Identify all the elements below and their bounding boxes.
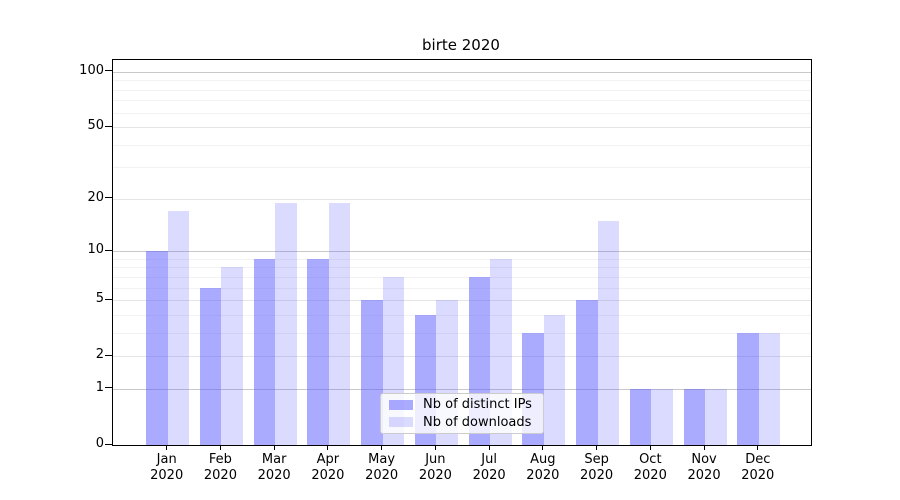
gridline-minor: [113, 314, 811, 316]
bar-distinct-ips-sep: [576, 300, 598, 445]
y-axis-tick: [105, 387, 112, 389]
plot-area: [112, 59, 812, 446]
legend-label: Nb of downloads: [423, 414, 532, 430]
bar-downloads-feb: [221, 267, 243, 445]
bar-distinct-ips-may: [361, 300, 383, 445]
y-axis-tick: [105, 197, 112, 199]
bar-downloads-nov: [705, 388, 727, 445]
y-axis-tick: [105, 354, 112, 356]
legend-swatch-distinct-ips: [389, 399, 413, 410]
gridline-minor: [113, 167, 811, 169]
gridline-minor: [113, 144, 811, 146]
bar-downloads-oct: [651, 388, 673, 445]
x-axis-tick-label-nov: Nov 2020: [687, 452, 721, 483]
bar-distinct-ips-dec: [737, 332, 759, 445]
x-axis-tick-label-oct: Oct 2020: [633, 452, 667, 483]
bar-downloads-mar: [275, 202, 297, 445]
bar-downloads-sep: [597, 220, 620, 445]
gridline: [113, 300, 811, 302]
y-axis-tick: [105, 443, 112, 445]
y-axis-tick: [105, 70, 112, 72]
gridline-major: [113, 388, 811, 390]
gridline-major: [113, 71, 811, 73]
y-axis-tick-label: 50: [87, 118, 104, 134]
bar-downloads-jan: [167, 211, 190, 445]
x-axis-tick: [273, 445, 275, 450]
x-axis-tick-label-aug: Aug 2020: [526, 452, 560, 483]
chart-title: birte 2020: [422, 36, 500, 54]
bar-distinct-ips-nov: [683, 388, 706, 445]
gridline: [113, 198, 811, 200]
x-axis-tick: [649, 445, 651, 450]
y-axis-tick: [105, 125, 112, 127]
x-axis-tick: [757, 445, 759, 450]
x-axis-tick-label-jan: Jan 2020: [150, 452, 184, 483]
gridline: [113, 127, 811, 129]
x-axis-tick-label-jul: Jul 2020: [472, 452, 506, 483]
x-axis-tick: [166, 445, 168, 450]
x-axis-tick-label-may: May 2020: [365, 452, 399, 483]
bar-distinct-ips-apr: [307, 258, 329, 445]
gridline-minor: [113, 267, 811, 269]
y-axis-tick-label: 1: [95, 379, 104, 395]
bar-distinct-ips-mar: [253, 258, 276, 445]
y-axis-tick-label: 10: [87, 242, 104, 258]
gridline-major: [113, 251, 811, 253]
x-axis-tick: [596, 445, 598, 450]
y-axis-tick-label: 20: [87, 189, 104, 205]
gridline-minor: [113, 80, 811, 82]
gridline-minor: [113, 258, 811, 260]
gridline-minor: [113, 112, 811, 114]
x-axis-tick: [219, 445, 221, 450]
x-axis-tick-label-mar: Mar 2020: [257, 452, 291, 483]
x-axis-tick-label-dec: Dec 2020: [741, 452, 775, 483]
y-axis-tick-label: 100: [79, 62, 104, 78]
gridline-minor: [113, 100, 811, 102]
x-axis-tick: [434, 445, 436, 450]
bar-distinct-ips-jan: [146, 251, 168, 445]
x-axis-tick: [381, 445, 383, 450]
y-axis-tick: [105, 298, 112, 300]
legend-item-downloads: Nb of downloads: [381, 415, 543, 430]
x-axis-tick-label-apr: Apr 2020: [311, 452, 345, 483]
x-axis-tick: [488, 445, 490, 450]
y-axis-tick-label: 2: [95, 347, 104, 363]
y-axis-tick-label: 0: [95, 436, 104, 451]
legend-item-distinct-ips: Nb of distinct IPs: [381, 397, 543, 412]
legend-swatch-downloads: [389, 417, 413, 428]
bar-downloads-dec: [758, 332, 781, 445]
x-axis-tick-label-jun: Jun 2020: [418, 452, 452, 483]
bar-downloads-aug: [543, 314, 566, 445]
x-axis-tick-label-sep: Sep 2020: [580, 452, 614, 483]
gridline-minor: [113, 276, 811, 278]
legend-label: Nb of distinct IPs: [423, 397, 532, 413]
bar-downloads-apr: [328, 202, 351, 445]
y-axis-tick: [105, 249, 112, 251]
gridline-minor: [113, 332, 811, 334]
legend: Nb of distinct IPs Nb of downloads: [380, 393, 544, 434]
x-axis-tick-label-feb: Feb 2020: [203, 452, 237, 483]
bar-distinct-ips-oct: [629, 388, 652, 445]
x-axis-tick: [703, 445, 705, 450]
gridline-minor: [113, 287, 811, 289]
x-axis-tick: [327, 445, 329, 450]
bar-distinct-ips-feb: [199, 287, 222, 445]
gridline-minor: [113, 89, 811, 91]
y-axis-tick-label: 5: [95, 291, 104, 307]
gridline: [113, 356, 811, 358]
x-axis-tick: [542, 445, 544, 450]
